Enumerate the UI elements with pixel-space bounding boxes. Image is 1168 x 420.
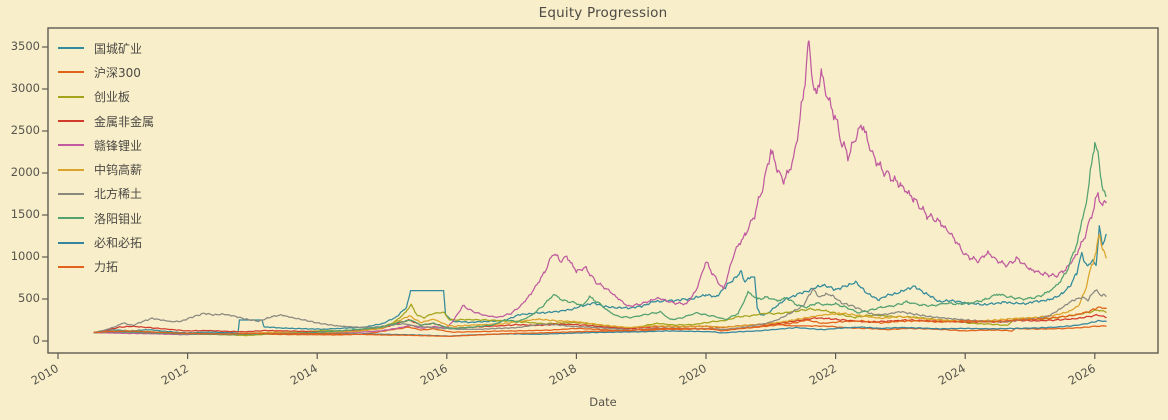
legend-item-赣锋锂业: 赣锋锂业 (58, 133, 154, 157)
legend-label: 力拓 (94, 260, 119, 275)
legend-label: 赣锋锂业 (94, 138, 143, 153)
legend-label: 金属非金属 (94, 114, 155, 129)
y-tick-label: 0 (32, 333, 40, 347)
legend-item-创业板: 创业板 (58, 85, 154, 109)
legend-label: 沪深300 (94, 65, 141, 80)
legend-item-北方稀土: 北方稀土 (58, 182, 154, 206)
y-tick-label: 3000 (10, 81, 40, 95)
legend-item-国城矿业: 国城矿业 (58, 36, 154, 60)
series-line-中钨高薪 (93, 234, 1108, 335)
legend-line-swatch (58, 168, 84, 171)
legend-label: 创业板 (94, 90, 131, 105)
y-tick-label: 1500 (10, 207, 40, 221)
y-tick-label: 2000 (10, 165, 40, 179)
legend-label: 国城矿业 (94, 41, 143, 56)
legend-line-swatch (58, 120, 84, 123)
series-line-力拓 (93, 306, 1107, 338)
legend-item-洛阳钼业: 洛阳钼业 (58, 206, 154, 230)
series-line-赣锋锂业 (93, 40, 1107, 336)
legend-line-swatch (58, 192, 84, 195)
legend-line-swatch (58, 144, 84, 147)
legend-line-swatch (58, 71, 84, 74)
y-tick-label: 2500 (10, 123, 40, 137)
legend-item-力拓: 力拓 (58, 255, 154, 279)
y-tick-label: 1000 (10, 249, 40, 263)
legend-line-swatch (58, 241, 84, 244)
chart-title: Equity Progression (538, 5, 668, 21)
series-line-国城矿业 (93, 225, 1108, 334)
legend-item-中钨高薪: 中钨高薪 (58, 157, 154, 181)
legend-item-必和必拓: 必和必拓 (58, 230, 154, 254)
legend-line-swatch (58, 265, 84, 268)
legend-line-swatch (58, 95, 84, 98)
y-tick-label: 500 (18, 291, 40, 305)
y-tick-label: 3500 (10, 39, 40, 53)
legend-label: 必和必拓 (94, 236, 143, 251)
legend-line-swatch (58, 217, 84, 220)
legend-item-沪深300: 沪深300 (58, 60, 154, 84)
legend: 国城矿业沪深300 创业板金属非金属赣锋锂业中钨高薪北方稀土洛阳钼业必和必拓力拓 (58, 36, 154, 279)
legend-item-金属非金属: 金属非金属 (58, 109, 154, 133)
legend-line-swatch (58, 47, 84, 50)
legend-label: 洛阳钼业 (94, 211, 143, 226)
legend-label: 中钨高薪 (94, 163, 143, 178)
legend-label: 北方稀土 (94, 187, 143, 202)
plot-border (47, 27, 1159, 354)
series-line-北方稀土 (93, 288, 1107, 334)
x-axis-label: Date (589, 395, 617, 409)
